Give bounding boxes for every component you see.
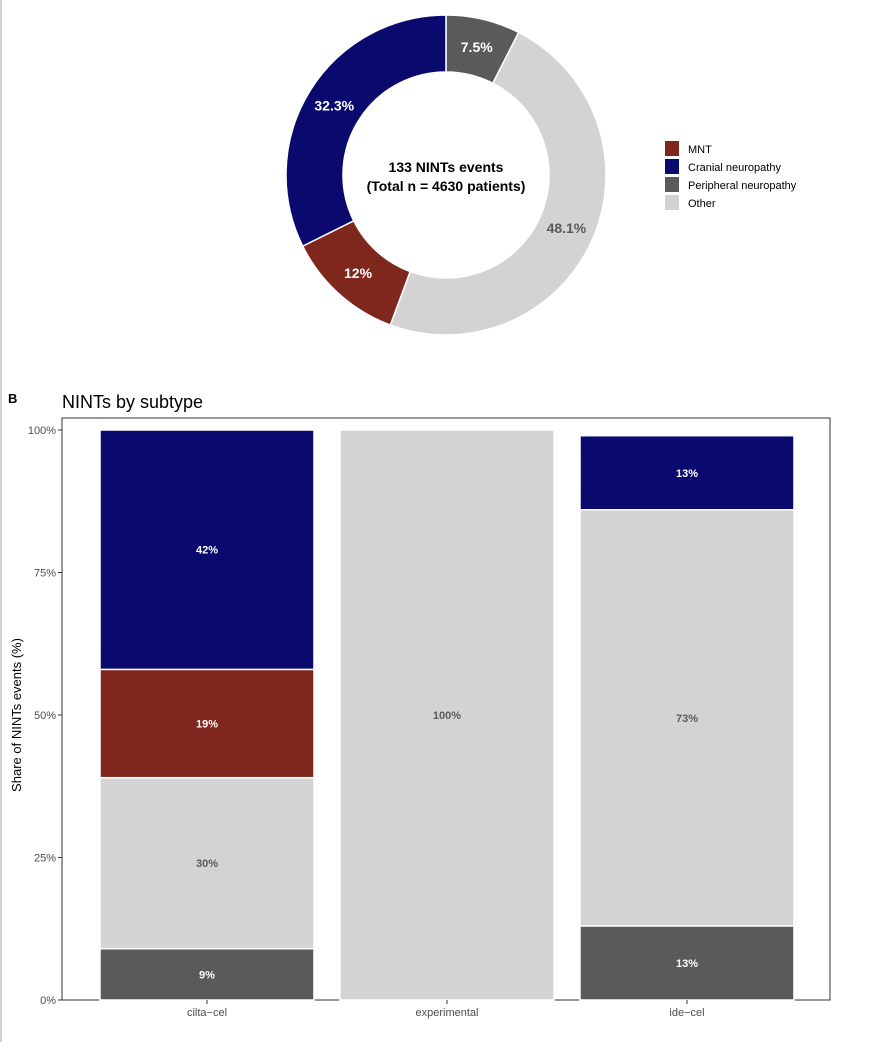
- bar-segment-other: [99, 776, 315, 950]
- left-edge-strip: [0, 0, 2, 1042]
- y-axis: 0% 25% 50% 75% 100%: [28, 425, 62, 1007]
- bar-segment-mnt: [99, 668, 315, 779]
- donut-center-line-1: 133 NINTs events: [389, 159, 504, 175]
- donut-slice-label: 12%: [344, 265, 373, 281]
- stacked-bars: 9% 30% 19% 42% 100% 13% 73% 13%: [99, 429, 795, 1001]
- bar-segment-label: 42%: [196, 545, 218, 557]
- donut-slice-label: 7.5%: [461, 39, 493, 55]
- bar-segment-label: 13%: [676, 468, 698, 480]
- panel-letter-b: B: [8, 391, 17, 406]
- x-tick-label: experimental: [416, 1007, 479, 1019]
- bar-segment-label: 13%: [676, 958, 698, 970]
- donut-chart: 7.5% 48.1% 12% 32.3%: [285, 14, 607, 336]
- bar-segment-cranial-neuropathy: [99, 429, 315, 671]
- y-tick-label: 50%: [34, 710, 56, 722]
- bar-segment-cranial-neuropathy: [579, 434, 795, 511]
- bar-segment-other: [339, 429, 555, 1001]
- legend-label: Other: [688, 198, 716, 210]
- bar-chart-title: NINTs by subtype: [62, 392, 203, 412]
- y-tick-label: 100%: [28, 425, 56, 437]
- bar-segment-peripheral-neuropathy: [99, 947, 315, 1001]
- y-tick-label: 25%: [34, 853, 56, 865]
- bar-segment-other: [579, 509, 795, 927]
- legend-key-other: [665, 195, 679, 210]
- donut-center-line-2: (Total n = 4630 patients): [367, 178, 526, 194]
- bar-segment-label: 30%: [196, 858, 218, 870]
- y-tick-label: 0%: [40, 995, 56, 1007]
- y-axis-label: Share of NINTs events (%): [9, 638, 24, 792]
- donut-slice-label: 48.1%: [547, 220, 587, 236]
- x-axis: cilta−cel experimental ide−cel: [187, 1000, 705, 1019]
- legend-key-cranial-neuropathy: [665, 159, 679, 174]
- donut-slice-label: 32.3%: [314, 98, 354, 114]
- legend: MNT Cranial neuropathy Peripheral neuropat…: [665, 141, 797, 210]
- bar-segment-label: 100%: [433, 710, 461, 722]
- legend-key-peripheral-neuropathy: [665, 177, 679, 192]
- bar-segment-label: 9%: [199, 969, 215, 981]
- legend-key-mnt: [665, 141, 679, 156]
- legend-label: MNT: [688, 144, 712, 156]
- legend-label: Cranial neuropathy: [688, 162, 781, 174]
- donut-slice-other: [389, 31, 607, 336]
- bar-segment-label: 19%: [196, 719, 218, 731]
- x-tick-label: cilta−cel: [187, 1007, 227, 1019]
- bar-segment-label: 73%: [676, 713, 698, 725]
- legend-label: Peripheral neuropathy: [688, 180, 797, 192]
- bar-segment-peripheral-neuropathy: [579, 925, 795, 1001]
- y-tick-label: 75%: [34, 568, 56, 580]
- donut-slice-cranial-neuropathy: [285, 14, 447, 248]
- x-tick-label: ide−cel: [669, 1007, 704, 1019]
